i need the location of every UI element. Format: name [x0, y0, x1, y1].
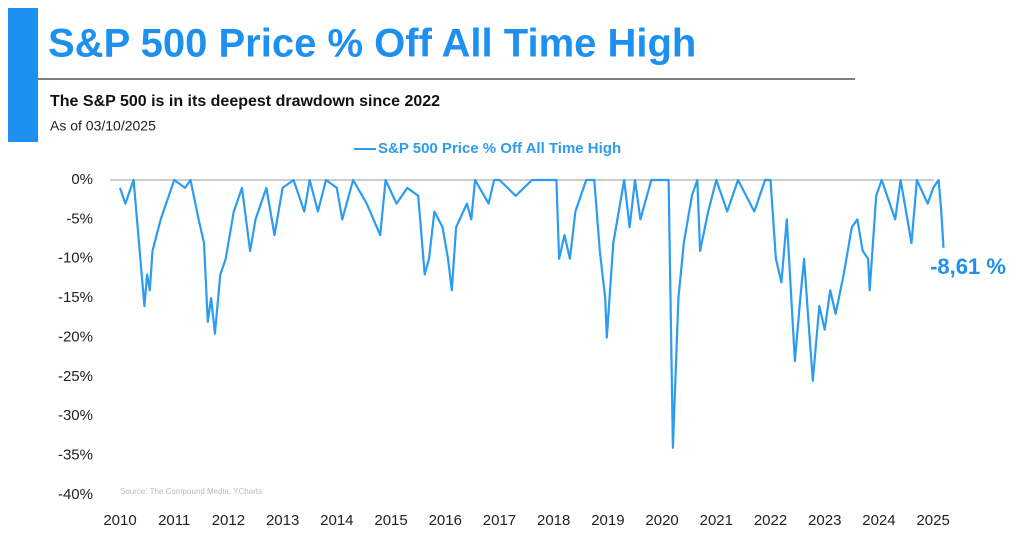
y-tick-label: -20%: [58, 328, 93, 345]
x-tick-label: 2010: [103, 512, 136, 529]
subtitle: The S&P 500 is in its deepest drawdown s…: [50, 93, 440, 110]
x-tick-label: 2018: [537, 512, 570, 529]
y-tick-label: -40%: [58, 486, 93, 503]
x-tick-label: 2021: [700, 512, 733, 529]
x-tick-label: 2019: [591, 512, 624, 529]
x-tick-label: 2015: [374, 512, 407, 529]
x-tick-label: 2020: [645, 512, 678, 529]
y-tick-label: -25%: [58, 368, 93, 385]
y-tick-label: -10%: [58, 250, 93, 267]
annotation: -8,61 %: [930, 254, 1006, 279]
x-tick-label: 2011: [158, 512, 190, 529]
x-tick-label: 2024: [862, 512, 895, 529]
line-series: [118, 178, 945, 449]
y-tick-label: -5%: [66, 210, 93, 227]
x-tick-label: 2016: [429, 512, 462, 529]
accent-bar: [8, 8, 38, 142]
x-tick-label: 2025: [916, 512, 949, 529]
legend-label: S&P 500 Price % Off All Time High: [378, 140, 621, 157]
date-note: As of 03/10/2025: [50, 118, 156, 134]
x-tick-label: 2014: [320, 512, 353, 529]
y-tick-label: -35%: [58, 447, 93, 464]
y-tick-label: -15%: [58, 289, 93, 306]
chart-title: S&P 500 Price % Off All Time High: [48, 22, 696, 66]
x-tick-label: 2022: [754, 512, 787, 529]
y-tick-label: -30%: [58, 407, 93, 424]
source: Source: The Compound Media, YCharts: [120, 487, 262, 496]
y-tick-label: 0%: [71, 171, 93, 188]
x-tick-label: 2017: [483, 512, 516, 529]
x-tick-label: 2013: [266, 512, 299, 529]
x-tick-label: 2012: [212, 512, 245, 529]
x-tick-label: 2023: [808, 512, 841, 529]
